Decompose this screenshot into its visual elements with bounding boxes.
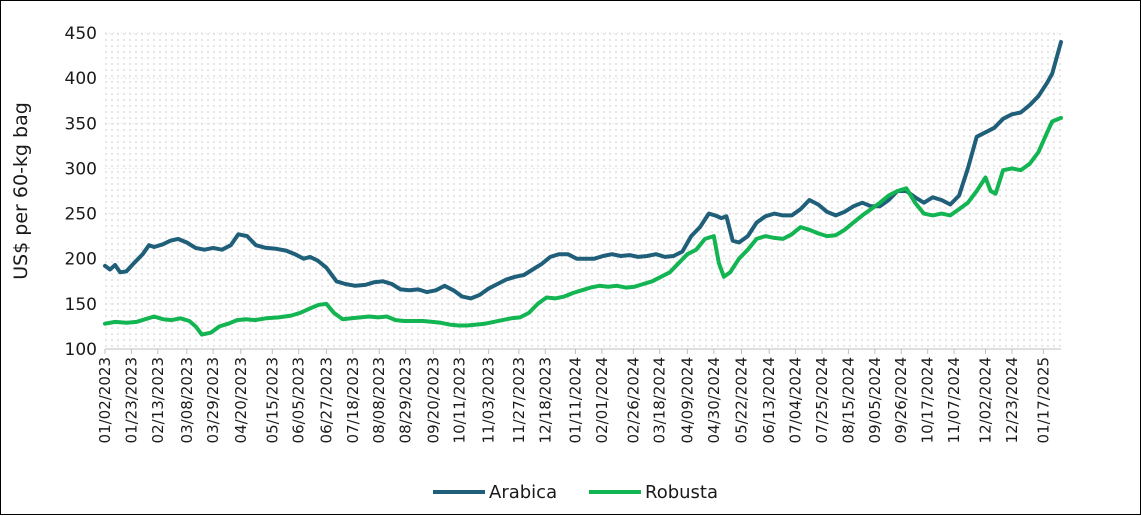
- x-tick-label: 05/22/2024: [732, 357, 750, 443]
- y-tick-label: 150: [65, 295, 97, 315]
- x-tick-label: 02/13/2023: [149, 357, 167, 443]
- x-tick-label: 01/02/2023: [96, 357, 114, 443]
- x-tick-label: 09/05/2024: [866, 357, 884, 443]
- y-tick-label: 100: [65, 340, 97, 360]
- x-tick-label: 11/03/2023: [480, 357, 498, 443]
- x-tick-label: 06/13/2024: [760, 357, 778, 443]
- x-tick-label: 04/30/2024: [705, 357, 723, 443]
- x-tick-label: 08/08/2023: [370, 357, 388, 443]
- y-tick-label: 400: [65, 69, 97, 89]
- x-tick-label: 09/26/2024: [892, 357, 910, 443]
- x-tick-label: 12/18/2023: [536, 357, 554, 443]
- series-line-robusta: [103, 115, 1063, 337]
- y-axis-title: US$ per 60-kg bag: [10, 102, 32, 280]
- x-tick-label: 11/27/2023: [510, 357, 528, 443]
- x-tick-label: 03/29/2023: [204, 357, 222, 443]
- x-tick-label: 07/18/2023: [344, 357, 362, 443]
- x-tick-label: 11/07/2024: [945, 357, 963, 443]
- y-tick-label: 250: [65, 205, 97, 225]
- legend-label-arabica: Arabica: [489, 482, 557, 503]
- y-tick-label: 450: [65, 24, 97, 44]
- x-tick-label: 06/27/2023: [317, 357, 335, 443]
- x-tick-label: 01/23/2023: [122, 357, 140, 443]
- x-tick-label: 10/17/2024: [919, 357, 937, 443]
- x-tick-label: 04/20/2023: [232, 357, 250, 443]
- x-tick-label: 04/09/2024: [678, 357, 696, 443]
- plot-area: [105, 33, 1061, 349]
- x-tick-label: 08/15/2024: [839, 357, 857, 443]
- x-tick-label: 07/25/2024: [813, 357, 831, 443]
- x-axis: 01/02/2023 01/23/2023 02/13/2023 03/08/2023…: [96, 349, 1052, 443]
- x-tick-label: 01/11/2024: [566, 357, 584, 443]
- x-tick-label: 01/17/2025: [1034, 357, 1052, 443]
- x-tick-label: 03/18/2024: [651, 357, 669, 443]
- x-tick-label: 05/15/2023: [263, 357, 281, 443]
- x-tick-label: 03/08/2023: [178, 357, 196, 443]
- x-tick-label: 02/01/2024: [593, 357, 611, 443]
- x-tick-label: 06/05/2023: [290, 357, 308, 443]
- x-tick-label: 12/23/2024: [1003, 357, 1021, 443]
- x-tick-label: 02/26/2024: [624, 357, 642, 443]
- y-tick-label: 350: [65, 114, 97, 134]
- legend-label-robusta: Robusta: [645, 482, 718, 503]
- x-tick-label: 08/29/2023: [397, 357, 415, 443]
- x-tick-label: 09/20/2023: [424, 357, 442, 443]
- series-layer: [103, 40, 1063, 337]
- x-tick-label: 10/11/2023: [451, 357, 469, 443]
- x-tick-label: 07/04/2024: [787, 357, 805, 443]
- y-tick-label: 300: [65, 159, 97, 179]
- y-axis: 100 150 200 250 300 350 400 450: [65, 24, 97, 360]
- x-tick-label: 12/02/2024: [977, 357, 995, 443]
- legend: Arabica Robusta: [433, 482, 718, 503]
- y-tick-label: 200: [65, 250, 97, 270]
